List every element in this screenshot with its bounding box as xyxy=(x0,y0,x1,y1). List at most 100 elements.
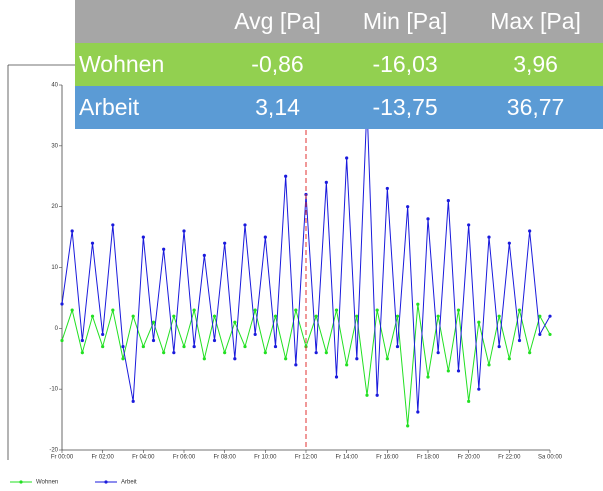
data-point xyxy=(548,314,552,318)
data-point xyxy=(528,229,532,233)
data-point xyxy=(517,338,522,343)
data-point xyxy=(345,156,349,160)
table-cell: 3,14 xyxy=(255,94,300,120)
x-tick-label: Fr 20:00 xyxy=(457,455,480,461)
data-point xyxy=(131,399,135,403)
data-point xyxy=(436,314,440,318)
data-point xyxy=(406,205,410,209)
data-point xyxy=(192,344,196,349)
data-point xyxy=(60,302,64,306)
data-point xyxy=(497,314,501,318)
data-point xyxy=(131,314,135,318)
table-cell: 36,77 xyxy=(506,94,565,120)
table-cell: Max [Pa] xyxy=(490,8,581,34)
data-point xyxy=(416,302,420,306)
data-point xyxy=(284,174,288,178)
data-point xyxy=(314,351,318,355)
table-cell: Wohnen xyxy=(79,51,165,77)
table-cell: -0,86 xyxy=(251,51,304,77)
data-point xyxy=(355,357,359,361)
data-point xyxy=(253,308,257,312)
x-tick-label: Fr 18:00 xyxy=(417,455,440,461)
legend-marker xyxy=(19,480,23,484)
table-cell xyxy=(75,0,213,43)
x-tick-label: Fr 06:00 xyxy=(173,455,196,461)
x-tick-label: Fr 02:00 xyxy=(91,455,114,461)
data-point xyxy=(487,363,491,367)
data-point xyxy=(202,357,206,361)
table-cell: Avg [Pa] xyxy=(234,8,321,34)
data-point xyxy=(263,235,267,239)
data-point xyxy=(101,344,105,349)
data-point xyxy=(212,314,217,318)
data-point xyxy=(223,241,227,245)
table-cell: 3,96 xyxy=(513,51,558,77)
legend-label: Wohnen xyxy=(36,480,58,486)
data-point xyxy=(477,320,481,324)
data-point xyxy=(233,320,237,324)
y-tick-label: 20 xyxy=(51,204,58,210)
y-tick-label: 40 xyxy=(51,83,58,89)
data-point xyxy=(324,351,328,355)
x-tick-label: Fr 00:00 xyxy=(51,455,74,461)
data-point xyxy=(284,357,288,361)
y-tick-label: 0 xyxy=(55,326,59,332)
data-point xyxy=(223,351,227,355)
data-point xyxy=(70,308,74,312)
table-cell: Arbeit xyxy=(79,94,140,120)
data-point xyxy=(172,314,176,318)
data-point xyxy=(467,223,471,227)
data-point xyxy=(345,363,349,367)
data-point xyxy=(385,357,389,361)
data-point xyxy=(101,332,105,337)
data-point xyxy=(182,229,186,233)
data-point xyxy=(538,332,542,337)
data-point xyxy=(375,308,379,312)
data-point xyxy=(111,223,115,227)
data-point xyxy=(375,393,379,397)
data-point xyxy=(365,393,369,397)
stats-table: Avg [Pa] Min [Pa] Max [Pa] Wohnen -0,86 -16,0… xyxy=(75,0,603,129)
data-point xyxy=(395,314,400,318)
data-point xyxy=(182,344,186,349)
data-point xyxy=(141,235,145,239)
data-point xyxy=(212,338,217,343)
data-point xyxy=(90,241,95,245)
table-row: Arbeit 3,14 -13,75 36,77 xyxy=(75,86,603,129)
x-tick-label: Fr 16:00 xyxy=(376,455,399,461)
data-point xyxy=(517,308,522,312)
data-point xyxy=(294,363,298,367)
data-point xyxy=(273,314,278,318)
data-point xyxy=(477,387,481,391)
y-tick-label: 10 xyxy=(51,265,58,271)
data-point xyxy=(355,314,359,318)
data-point xyxy=(416,410,420,414)
data-point xyxy=(548,332,552,337)
data-point xyxy=(263,351,267,355)
data-point xyxy=(538,314,542,318)
data-point xyxy=(141,344,145,349)
table-row: Avg [Pa] Min [Pa] Max [Pa] xyxy=(75,0,603,43)
x-tick-label: Sa 00:00 xyxy=(538,455,563,461)
x-tick-label: Fr 12:00 xyxy=(295,455,318,461)
data-point xyxy=(426,375,430,379)
data-point xyxy=(436,351,440,355)
data-point xyxy=(395,344,400,349)
legend-marker xyxy=(104,480,108,484)
data-point xyxy=(334,308,339,312)
y-tick-label: 30 xyxy=(51,143,58,149)
data-point xyxy=(162,351,166,355)
data-point xyxy=(294,308,298,312)
table-cell: -16,03 xyxy=(372,51,438,77)
data-point xyxy=(60,338,64,343)
data-point xyxy=(426,217,430,221)
data-point xyxy=(446,198,450,203)
x-tick-label: Fr 22:00 xyxy=(498,455,521,461)
x-tick-label: Fr 04:00 xyxy=(132,455,155,461)
data-point xyxy=(90,314,95,318)
data-point xyxy=(456,308,461,312)
data-point xyxy=(243,223,247,227)
x-tick-label: Fr 08:00 xyxy=(213,455,236,461)
table-cell: -13,75 xyxy=(372,94,438,120)
